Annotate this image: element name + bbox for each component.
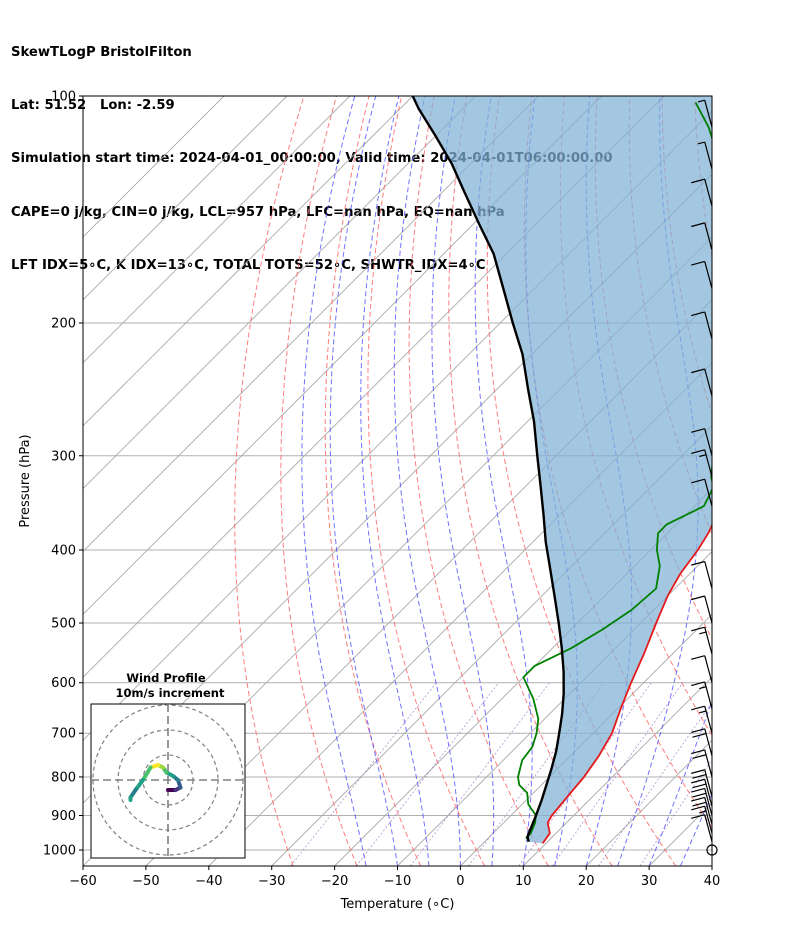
x-tick-label: 10 xyxy=(515,874,532,889)
hodograph-title: Wind Profile xyxy=(126,671,206,685)
wind-barb xyxy=(691,749,713,778)
wind-barb xyxy=(691,805,713,834)
mixing-ratio-line xyxy=(290,682,437,866)
isotherm-line xyxy=(83,96,414,427)
moist-adiabat-line xyxy=(393,96,461,866)
wind-barb xyxy=(691,728,713,756)
y-tick-label: 400 xyxy=(51,543,76,558)
y-axis-label: Pressure (hPa) xyxy=(18,434,33,527)
y-tick-label: 500 xyxy=(51,617,76,632)
isotherm-line xyxy=(711,865,712,866)
isotherm-line xyxy=(397,550,712,866)
mixing-ratio-line xyxy=(598,701,712,866)
y-tick-label: 800 xyxy=(51,770,76,785)
wind-barb xyxy=(691,260,713,289)
parcel-path-line xyxy=(411,96,565,842)
mixing-ratio-line xyxy=(639,758,712,866)
y-tick-label: 700 xyxy=(51,727,76,742)
isotherm-line xyxy=(83,96,476,490)
moist-adiabat-line xyxy=(360,96,430,866)
x-tick-label: −40 xyxy=(195,874,222,889)
x-axis-label: Temperature (∘C) xyxy=(340,897,455,912)
moist-adiabat-line xyxy=(711,864,712,866)
isotherm-line xyxy=(334,487,712,866)
dry-adiabat-line xyxy=(280,96,358,866)
x-tick-label: 0 xyxy=(456,874,464,889)
moist-adiabat-line xyxy=(648,699,712,866)
temperature-line xyxy=(541,523,712,844)
x-tick-label: 30 xyxy=(641,874,658,889)
moist-adiabat-line xyxy=(329,96,398,866)
isotherm-line xyxy=(83,96,351,364)
wind-barb xyxy=(691,368,713,397)
wind-barb xyxy=(691,787,713,816)
y-tick-label: 200 xyxy=(51,316,76,331)
wind-barb xyxy=(691,769,713,797)
isotherm-line xyxy=(522,676,712,866)
cin-shading xyxy=(412,96,712,844)
dry-adiabat-line xyxy=(727,96,794,866)
x-tick-label: 40 xyxy=(704,874,721,889)
moist-adiabat-line xyxy=(680,792,712,866)
wind-barb xyxy=(691,311,713,340)
wind-barb xyxy=(691,778,713,807)
dry-adiabat-line xyxy=(760,96,794,866)
isotherm-line xyxy=(83,96,225,238)
dry-adiabat-line xyxy=(234,96,305,866)
wind-barb xyxy=(691,814,713,842)
y-tick-label: 300 xyxy=(51,449,76,464)
wind-barb xyxy=(691,681,713,710)
isotherm-line xyxy=(775,96,794,866)
wind-barb xyxy=(697,99,713,128)
y-tick-label: 100 xyxy=(51,90,76,105)
wind-barb xyxy=(691,449,713,478)
mixing-ratio-line xyxy=(551,682,684,866)
isotherm-line xyxy=(83,96,539,553)
isotherm-line xyxy=(145,299,712,866)
dry-adiabat-line xyxy=(367,96,485,866)
wind-barb xyxy=(691,428,713,456)
wind-barb xyxy=(691,796,713,825)
hodograph-segment xyxy=(133,778,145,792)
moist-adiabat-line xyxy=(617,96,699,866)
isotherm-line xyxy=(83,96,288,301)
x-tick-label: −10 xyxy=(384,874,411,889)
dewpoint-line xyxy=(517,102,712,840)
x-tick-label: −60 xyxy=(69,874,96,889)
indices-line-2: LFT IDX=5∘C, K IDX=13∘C, TOTAL TOTS=52∘C… xyxy=(11,258,486,274)
wind-barb xyxy=(691,478,713,507)
wind-barb xyxy=(691,626,713,655)
dry-adiabat-line xyxy=(324,96,422,866)
chart-title: SkewTLogP BristolFilton xyxy=(11,44,192,60)
wind-barb xyxy=(691,595,713,624)
isotherm-line xyxy=(83,96,602,616)
mixing-ratio-line xyxy=(410,682,550,866)
wind-barb xyxy=(697,141,713,170)
y-tick-label: 600 xyxy=(51,676,76,691)
wind-barb xyxy=(691,222,713,251)
wind-barb xyxy=(691,705,713,734)
y-tick-label: 900 xyxy=(51,809,76,824)
wind-barb xyxy=(691,560,713,589)
x-tick-label: −20 xyxy=(321,874,348,889)
hodograph-subtitle: 10m/s increment xyxy=(116,686,225,700)
wind-barb xyxy=(691,655,713,683)
x-tick-label: −50 xyxy=(132,874,159,889)
x-tick-label: 20 xyxy=(578,874,595,889)
hodograph-segment xyxy=(141,765,153,782)
y-tick-label: 1000 xyxy=(43,844,76,859)
dry-adiabat-line xyxy=(448,96,613,866)
dry-adiabat-line xyxy=(408,96,549,866)
x-tick-label: −30 xyxy=(258,874,285,889)
moist-adiabat-line xyxy=(431,96,495,866)
location-line: Lat: 51.52 Lon: -2.59 xyxy=(11,97,175,113)
moist-adiabat-line xyxy=(301,96,367,866)
wind-barb xyxy=(691,178,713,207)
